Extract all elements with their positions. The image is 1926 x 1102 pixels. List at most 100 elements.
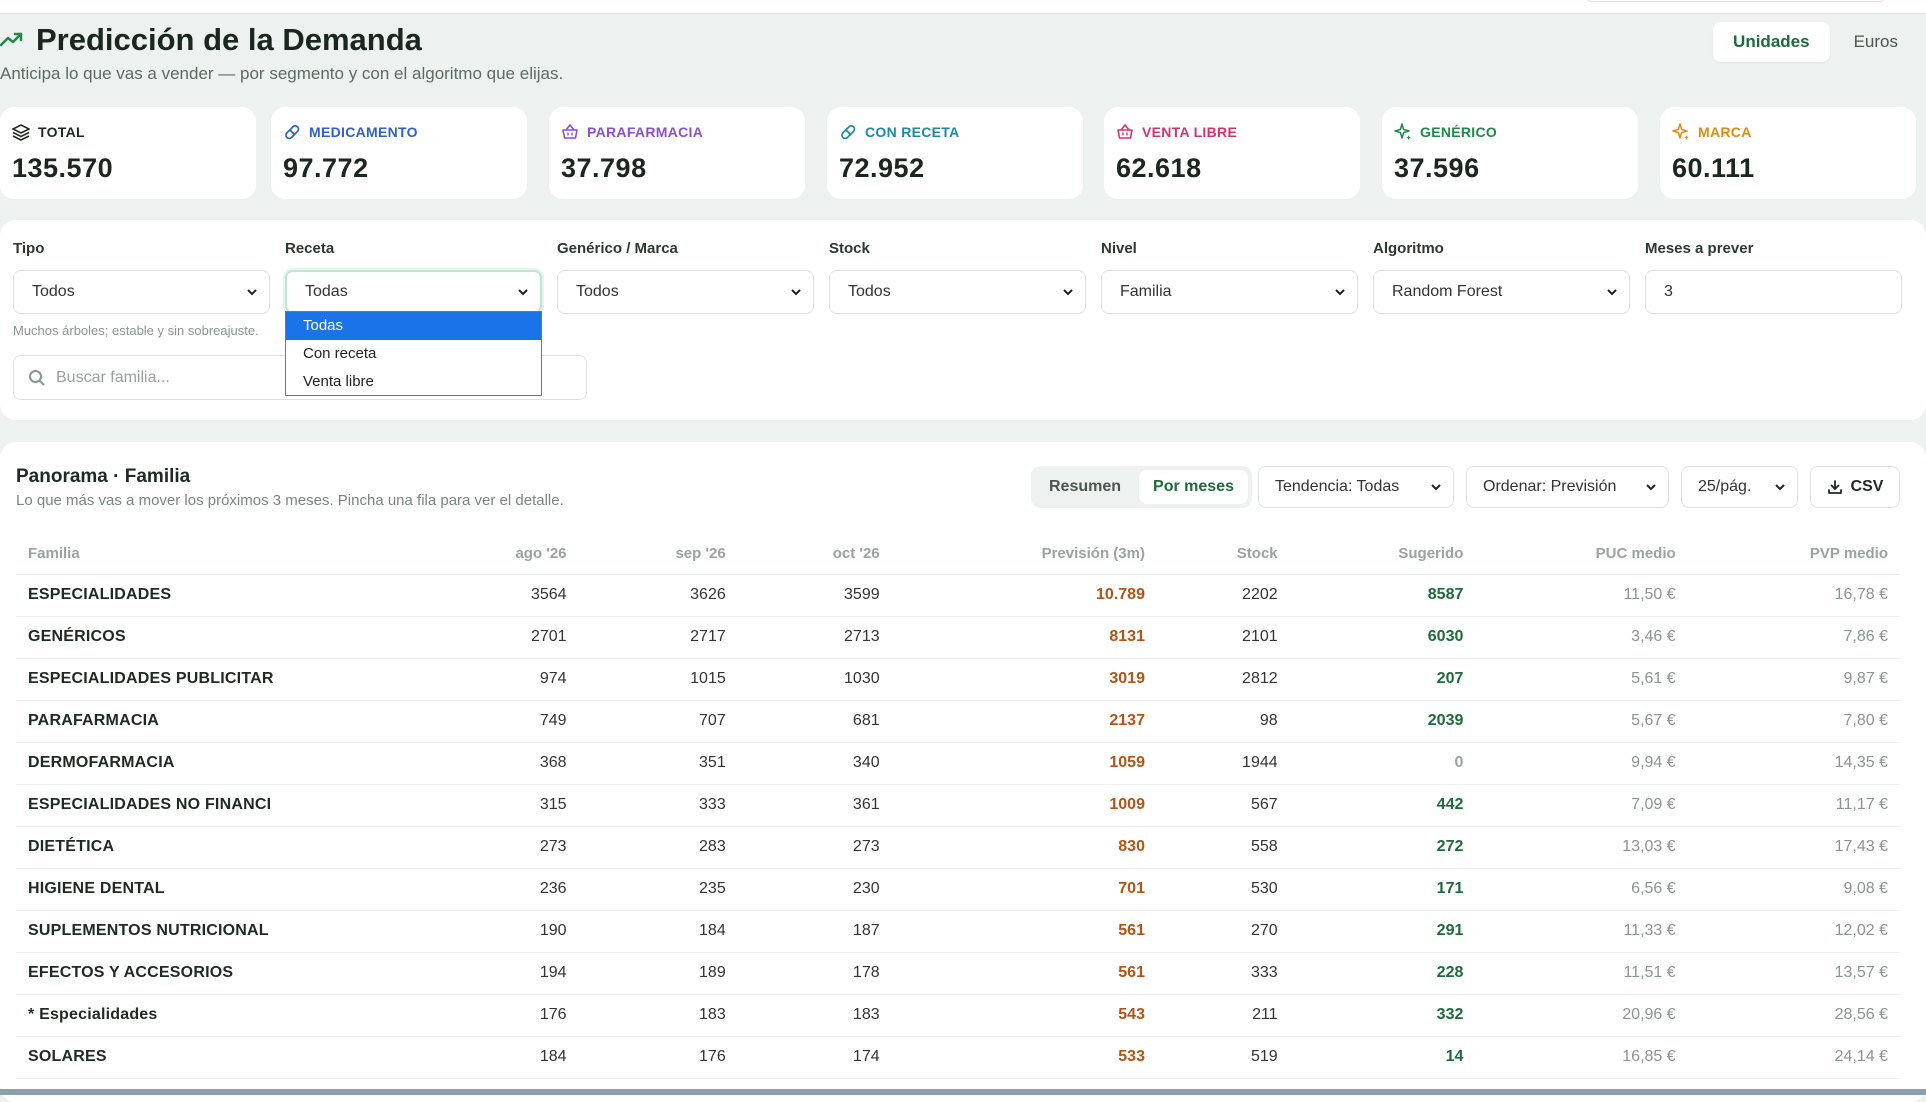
- filter-nivel: Nivel Familia: [1101, 240, 1358, 314]
- sort-select-value: Ordenar: Previsión: [1483, 478, 1617, 495]
- table-cell: 6030: [1289, 616, 1476, 659]
- table-cell: 1059: [891, 742, 1157, 785]
- kpi-card-parafarmacia: PARAFARMACIA 37.798: [549, 107, 805, 199]
- filter-algoritmo-select[interactable]: Random Forest: [1373, 270, 1630, 314]
- table-row[interactable]: DIETÉTICA 273 283 273 830 558 272 13,03 €17,43 …: [16, 826, 1900, 869]
- table-cell: 558: [1156, 826, 1290, 869]
- top-search-pill[interactable]: [1586, 0, 1886, 2]
- table-cell: 3019: [891, 658, 1157, 701]
- table-cell: EFECTOS Y ACCESORIOS: [16, 952, 420, 995]
- filter-receta-label: Receta: [285, 240, 335, 257]
- column-header[interactable]: PVP medio: [1687, 534, 1900, 575]
- table-row[interactable]: HIGIENE DENTAL 236 235 230 701 530 171 6,56 €9,…: [16, 868, 1900, 911]
- column-header[interactable]: Stock: [1156, 534, 1290, 575]
- column-header[interactable]: Sugerido: [1289, 534, 1476, 575]
- table-cell: 9,08 €: [1687, 868, 1900, 911]
- table-cell: 3626: [578, 574, 738, 617]
- page-size-value: 25/pág.: [1698, 478, 1752, 495]
- table-cell: 333: [578, 784, 738, 827]
- top-toolbar-strip: [0, 0, 1926, 14]
- table-cell: 14,35 €: [1687, 742, 1900, 785]
- table-cell: 7,09 €: [1475, 784, 1688, 827]
- filter-generico: Genérico / Marca Todos: [557, 240, 814, 314]
- table-cell: 184: [419, 1036, 579, 1079]
- unit-toggle-euros[interactable]: Euros: [1853, 32, 1898, 51]
- kpi-card-medicamento: MEDICAMENTO 97.772: [271, 107, 527, 199]
- kpi-label-text: MARCA: [1698, 124, 1752, 140]
- table-cell: 10.789: [891, 574, 1157, 617]
- table-cell: 272: [1289, 826, 1476, 869]
- table-cell: 351: [578, 742, 738, 785]
- filter-generico-select[interactable]: Todos: [557, 270, 814, 314]
- view-toggle-por-meses[interactable]: Por meses: [1139, 470, 1248, 504]
- filter-nivel-select[interactable]: Familia: [1101, 270, 1358, 314]
- filter-tipo: Tipo Todos: [13, 240, 270, 314]
- page-size-select[interactable]: 25/pág.: [1681, 466, 1798, 508]
- view-toggle-resumen[interactable]: Resumen: [1049, 478, 1122, 495]
- column-header[interactable]: Previsión (3m): [891, 534, 1157, 575]
- table-row[interactable]: ESPECIALIDADES NO FINANCI 315 333 361 1009 56…: [16, 784, 1900, 827]
- page-header: Predicción de la Demanda Anticipa lo que…: [0, 18, 1926, 88]
- table-cell: 530: [1156, 868, 1290, 911]
- table-cell: 361: [737, 784, 892, 827]
- csv-export-button[interactable]: CSV: [1810, 466, 1900, 508]
- filter-meses-input[interactable]: 3: [1645, 270, 1902, 314]
- table-row[interactable]: ESPECIALIDADES 3564 3626 3599 10.789 2202 8587…: [16, 574, 1900, 617]
- chevron-down-icon: [1607, 289, 1617, 296]
- trend-select[interactable]: Tendencia: Todas: [1258, 466, 1454, 508]
- table-cell: 7,86 €: [1687, 616, 1900, 659]
- table-cell: 183: [737, 994, 892, 1037]
- filter-generico-value: Todos: [576, 283, 619, 300]
- table-cell: 3,46 €: [1475, 616, 1688, 659]
- kpi-label-text: PARAFARMACIA: [587, 124, 704, 140]
- column-header[interactable]: sep '26: [578, 534, 738, 575]
- filter-stock-select[interactable]: Todos: [829, 270, 1086, 314]
- forecast-table: Familia ago '26 sep '26 oct '26 Previsión (3…: [16, 534, 1900, 1079]
- kpi-value: 60.111: [1672, 153, 1755, 183]
- column-header[interactable]: PUC medio: [1475, 534, 1688, 575]
- receta-option-venta-libre[interactable]: Venta libre: [303, 373, 374, 390]
- column-header[interactable]: ago '26: [419, 534, 579, 575]
- kpi-value: 37.798: [561, 153, 647, 183]
- csv-label: CSV: [1850, 478, 1884, 495]
- unit-toggle-unidades[interactable]: Unidades: [1713, 22, 1830, 62]
- table-cell: 1944: [1156, 742, 1290, 785]
- chevron-down-icon: [1646, 484, 1656, 491]
- table-row[interactable]: PARAFARMACIA 749 707 681 2137 98 2039 5,67 €7,8…: [16, 700, 1900, 743]
- receta-option-con-receta[interactable]: Con receta: [303, 345, 377, 362]
- filter-tipo-value: Todos: [32, 283, 75, 300]
- table-row[interactable]: SOLARES 184 176 174 533 519 14 16,85 €24,14 €: [16, 1036, 1900, 1079]
- sort-select[interactable]: Ordenar: Previsión: [1466, 466, 1669, 508]
- table-cell: 8131: [891, 616, 1157, 659]
- filter-receta: Receta Todas: [285, 240, 542, 314]
- table-cell: 98: [1156, 700, 1290, 743]
- table-row[interactable]: SUPLEMENTOS NUTRICIONAL 190 184 187 561 270 29…: [16, 910, 1900, 953]
- table-row[interactable]: * Especialidades 176 183 183 543 211 332 20,96 …: [16, 994, 1900, 1037]
- table-cell: 681: [737, 700, 892, 743]
- table-row[interactable]: DERMOFARMACIA 368 351 340 1059 1944 0 9,94 €14,…: [16, 742, 1900, 785]
- table-row[interactable]: ESPECIALIDADES PUBLICITAR 974 1015 1030 3019…: [16, 658, 1900, 701]
- filter-tipo-select[interactable]: Todos: [13, 270, 270, 314]
- table-body: ESPECIALIDADES 3564 3626 3599 10.789 2202 8587…: [16, 574, 1900, 1079]
- table-cell: 171: [1289, 868, 1476, 911]
- filter-receta-select[interactable]: Todas: [285, 270, 542, 314]
- filter-generico-label: Genérico / Marca: [557, 240, 678, 257]
- table-cell: 9,94 €: [1475, 742, 1688, 785]
- filter-stock-value: Todos: [848, 283, 891, 300]
- filter-algoritmo-value: Random Forest: [1392, 283, 1503, 300]
- search-placeholder: Buscar familia...: [56, 368, 170, 386]
- receta-option-todas[interactable]: Todas: [286, 312, 541, 340]
- table-cell: 519: [1156, 1036, 1290, 1079]
- kpi-label-text: TOTAL: [38, 124, 85, 140]
- table-cell: 442: [1289, 784, 1476, 827]
- column-header[interactable]: oct '26: [737, 534, 892, 575]
- kpi-label-text: CON RECETA: [865, 124, 960, 140]
- table-cell: 270: [1156, 910, 1290, 953]
- table-row[interactable]: GENÉRICOS 2701 2717 2713 8131 2101 6030 3,46 €7…: [16, 616, 1900, 659]
- table-cell: 211: [1156, 994, 1290, 1037]
- column-header[interactable]: Familia: [16, 534, 420, 575]
- forecast-panel: Panorama · Familia Lo que más vas a move…: [0, 442, 1926, 1102]
- table-row[interactable]: EFECTOS Y ACCESORIOS 194 189 178 561 333 228 11…: [16, 952, 1900, 995]
- table-cell: 176: [419, 994, 579, 1037]
- filter-meses-label: Meses a prever: [1645, 240, 1754, 257]
